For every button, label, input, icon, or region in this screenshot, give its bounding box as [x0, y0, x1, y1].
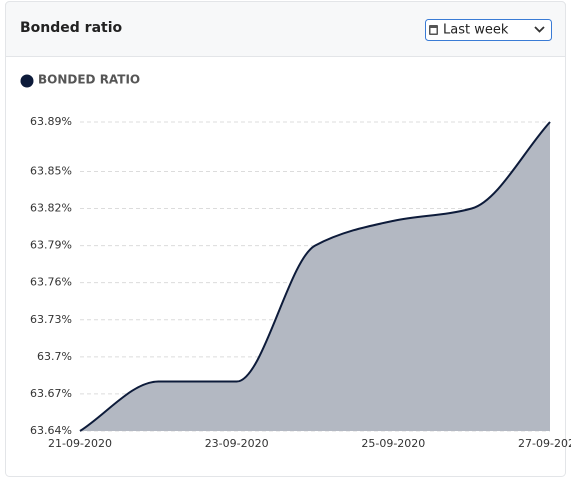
y-tick-label: 63.82% [30, 202, 72, 215]
y-tick-label: 63.76% [30, 276, 72, 289]
x-tick-label: 27-09-2020 [518, 437, 571, 450]
y-tick-label: 63.67% [30, 387, 72, 400]
select-box[interactable] [425, 19, 552, 41]
x-tick-label: 25-09-2020 [361, 437, 425, 450]
select-label[interactable]: Last week [443, 23, 509, 38]
y-tick-label: 63.64% [30, 424, 72, 437]
x-tick-label: 21-09-2020 [48, 437, 112, 450]
line [79, 121, 551, 432]
x-tick-label: 23-09-2020 [205, 437, 269, 450]
period-select[interactable]: Last week [425, 19, 552, 41]
y-tick-label: 63.73% [30, 313, 72, 326]
chevron [534, 26, 545, 33]
legend-label: BONDED RATIO [38, 73, 140, 87]
calendar-icon [429, 25, 438, 35]
y-tick-label: 63.7% [37, 350, 72, 363]
y-tick-label: 63.85% [30, 164, 72, 177]
legend-marker [20, 74, 34, 88]
card-title: Bonded ratio [20, 20, 123, 36]
y-tick-label: 63.89% [30, 115, 72, 128]
card-header [5, 1, 566, 57]
y-tick-label: 63.79% [30, 239, 72, 252]
area-fill [80, 122, 550, 431]
